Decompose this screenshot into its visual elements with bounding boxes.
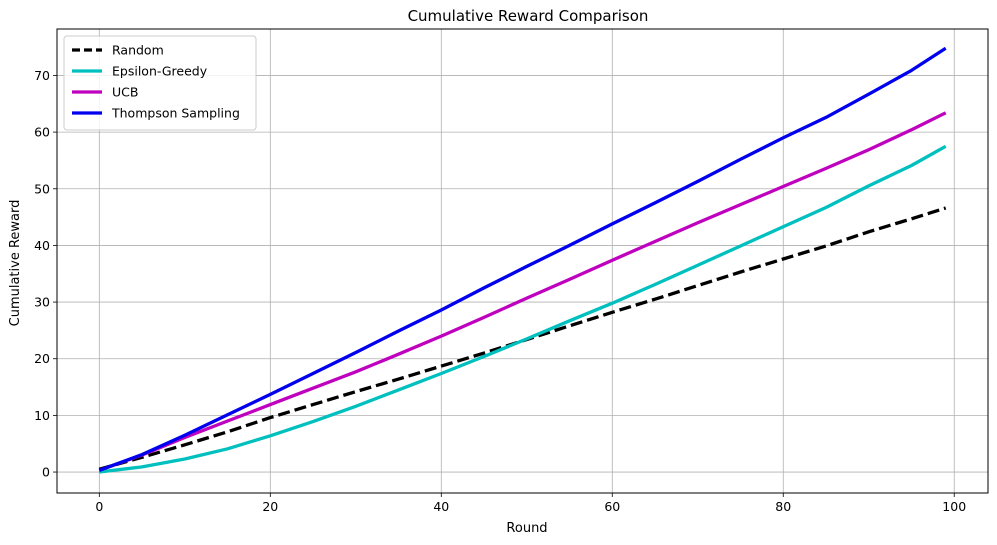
chart-title: Cumulative Reward Comparison <box>408 7 649 25</box>
legend-label-random: Random <box>112 43 164 58</box>
y-axis-label: Cumulative Reward <box>8 200 23 327</box>
x-tick-label: 0 <box>95 499 103 514</box>
y-tick-label: 30 <box>34 295 50 310</box>
y-tick-label: 70 <box>34 68 50 83</box>
x-tick-label: 60 <box>604 499 620 514</box>
series-line-ucb <box>98 111 947 472</box>
axis-ticks: 0 20 40 60 80 100 0 10 20 30 40 50 60 70 <box>34 68 966 514</box>
legend-label-ucb: UCB <box>112 85 138 100</box>
grid-lines <box>57 29 988 493</box>
plot-area-frame <box>56 28 989 494</box>
series-line-epsilon-greedy <box>99 144 947 474</box>
x-tick-label: 80 <box>775 499 791 514</box>
legend: Random Epsilon-Greedy UCB Thompson Sampling <box>63 35 257 131</box>
series-line-random <box>98 206 947 471</box>
y-tick-label: 60 <box>34 125 50 140</box>
x-axis-label: Round <box>506 521 547 536</box>
series-lines <box>98 46 947 474</box>
series-line-thompson-sampling <box>98 46 947 472</box>
x-tick-label: 20 <box>262 499 278 514</box>
x-tick-label: 40 <box>433 499 449 514</box>
y-tick-label: 20 <box>34 351 50 366</box>
legend-box <box>63 35 257 131</box>
y-tick-label: 40 <box>34 238 50 253</box>
legend-label-thompson-sampling: Thompson Sampling <box>111 106 240 121</box>
x-tick-label: 100 <box>942 499 966 514</box>
y-tick-label: 50 <box>34 181 50 196</box>
y-tick-label: 10 <box>34 408 50 423</box>
legend-label-epsilon-greedy: Epsilon-Greedy <box>112 64 208 79</box>
y-tick-label: 0 <box>42 465 50 480</box>
